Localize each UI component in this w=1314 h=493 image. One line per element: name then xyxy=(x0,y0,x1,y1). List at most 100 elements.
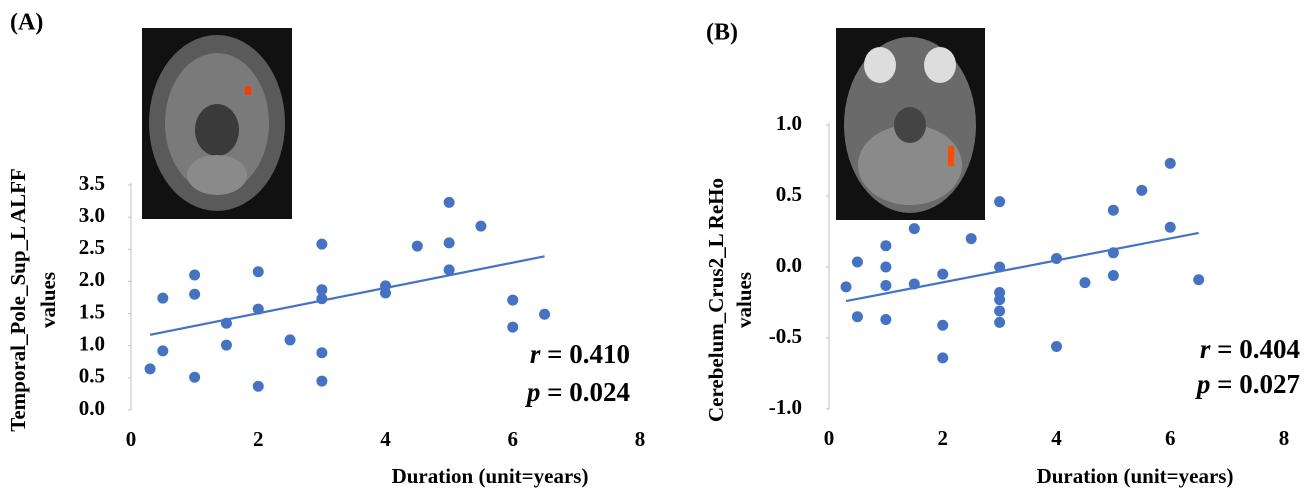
stat-symbol: p xyxy=(525,377,541,407)
x-tick-label: 6 xyxy=(1165,426,1176,450)
y-tick-label: 0.5 xyxy=(776,182,802,206)
trendline xyxy=(150,256,544,334)
data-point xyxy=(880,314,891,325)
x-tick-label: 8 xyxy=(1279,426,1290,450)
x-tick-label: 4 xyxy=(380,427,391,451)
data-point xyxy=(1108,205,1119,216)
data-point xyxy=(937,320,948,331)
x-axis-title: Duration (unit=years) xyxy=(392,464,589,488)
figure: (A) 0.0 0.5 1.0 1.5 2.0 2.5 3.0 3.5 0 2 4 6 8 Duration… xyxy=(0,0,1314,493)
x-tick-label: 2 xyxy=(938,426,949,450)
data-point xyxy=(507,295,518,306)
stat-symbol: r xyxy=(1200,334,1211,364)
y-tick-label: 0.0 xyxy=(79,396,105,420)
stat-symbol: r xyxy=(530,339,541,369)
activation-blob xyxy=(245,86,251,95)
data-point xyxy=(475,221,486,232)
data-point xyxy=(157,293,168,304)
data-point xyxy=(880,262,891,273)
activation-blob xyxy=(948,146,954,166)
data-point xyxy=(444,197,455,208)
y-tick-label: -1.0 xyxy=(769,395,802,419)
data-point xyxy=(253,266,264,277)
y-axis-title: values xyxy=(732,272,756,328)
x-tick-label: 2 xyxy=(253,427,264,451)
data-point xyxy=(316,239,327,250)
scatter-panel: (A) 0.0 0.5 1.0 1.5 2.0 2.5 3.0 3.5 0 2 4 6 8 Duration… xyxy=(6,10,645,488)
data-point xyxy=(994,196,1005,207)
data-point xyxy=(852,257,863,268)
stat-value: = 0.404 xyxy=(1217,334,1300,364)
y-tick-label: -0.5 xyxy=(769,324,802,348)
y-axis-title: Temporal_Pole_Sup_L ALFF xyxy=(6,168,30,432)
data-point xyxy=(1051,341,1062,352)
brain-shape xyxy=(864,47,896,83)
y-tick-label: 2.5 xyxy=(79,235,105,259)
data-point xyxy=(1165,222,1176,233)
data-point xyxy=(994,317,1005,328)
data-point xyxy=(285,334,296,345)
data-point xyxy=(852,311,863,322)
y-tick-label: 0.5 xyxy=(79,364,105,388)
data-point xyxy=(157,345,168,356)
data-point xyxy=(937,352,948,363)
y-tick-label: 3.0 xyxy=(79,203,105,227)
data-point xyxy=(444,237,455,248)
data-point xyxy=(937,269,948,280)
panel-label: (A) xyxy=(10,10,43,36)
data-point xyxy=(189,289,200,300)
data-point xyxy=(539,309,550,320)
x-tick-label: 6 xyxy=(508,427,519,451)
y-tick-label: 2.0 xyxy=(79,267,105,291)
data-point xyxy=(1051,253,1062,264)
y-tick-label: 0.0 xyxy=(776,253,802,277)
data-point xyxy=(316,347,327,358)
stat-value: = 0.027 xyxy=(1217,369,1300,399)
stat-value: = 0.410 xyxy=(547,339,630,369)
data-point xyxy=(253,381,264,392)
x-tick-label: 8 xyxy=(635,427,646,451)
data-point xyxy=(189,372,200,383)
data-point xyxy=(880,240,891,251)
brain-shape xyxy=(894,107,926,143)
x-tick-label: 0 xyxy=(126,427,137,451)
data-point xyxy=(412,241,423,252)
brain-shape xyxy=(195,104,239,156)
data-point xyxy=(994,294,1005,305)
x-tick-label: 0 xyxy=(824,426,835,450)
brain-shape xyxy=(187,155,247,195)
brain-image-a xyxy=(142,28,292,219)
panel-label: (B) xyxy=(706,20,738,46)
y-tick-label: 1.5 xyxy=(79,299,105,323)
data-point xyxy=(994,306,1005,317)
data-point xyxy=(507,322,518,333)
y-axis-title: values xyxy=(36,272,60,328)
stat-annotation: r = 0.404 xyxy=(1200,334,1300,364)
stat-annotation: p = 0.024 xyxy=(525,377,630,407)
brain-image-b xyxy=(836,28,985,220)
trendline xyxy=(846,233,1199,301)
data-point xyxy=(189,270,200,281)
y-tick-label: 1.0 xyxy=(79,332,105,356)
data-point xyxy=(841,281,852,292)
stat-annotation: r = 0.410 xyxy=(530,339,630,369)
data-point xyxy=(221,340,232,351)
data-point xyxy=(880,280,891,291)
data-point xyxy=(909,223,920,234)
y-tick-label: 1.0 xyxy=(776,111,802,135)
data-point xyxy=(966,233,977,244)
stat-symbol: p xyxy=(1195,369,1211,399)
data-point xyxy=(1079,277,1090,288)
data-point xyxy=(145,363,156,374)
data-point xyxy=(316,376,327,387)
y-tick-label: 3.5 xyxy=(79,171,105,195)
data-point xyxy=(1165,158,1176,169)
x-axis-title: Duration (unit=years) xyxy=(1037,464,1234,488)
brain-shape xyxy=(924,47,956,83)
data-point xyxy=(1193,274,1204,285)
data-point xyxy=(1136,185,1147,196)
data-point xyxy=(1108,270,1119,281)
stat-annotation: p = 0.027 xyxy=(1195,369,1300,399)
stat-value: = 0.024 xyxy=(547,377,630,407)
